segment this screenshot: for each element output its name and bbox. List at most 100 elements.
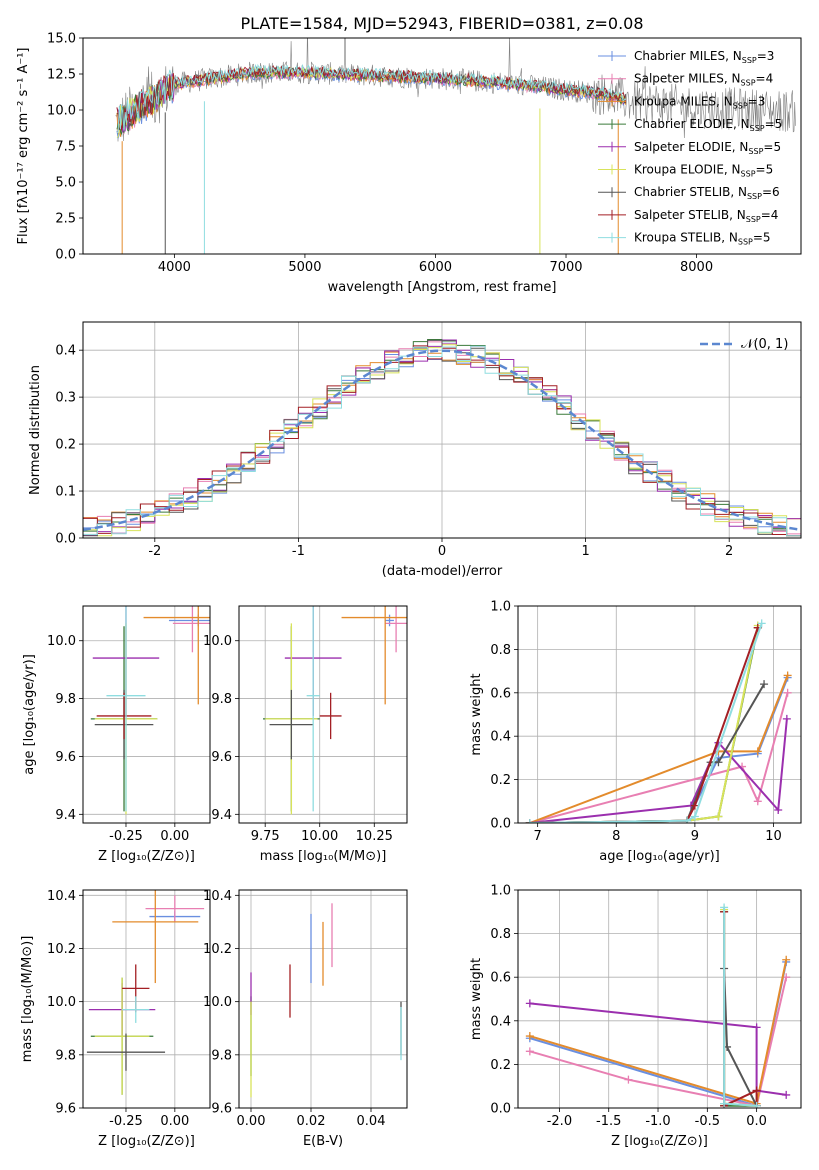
axes-frame [517,605,802,824]
legend-label-tail: =6 [762,185,780,199]
errorbar-kroupa-miles [112,890,199,984]
errorbar-kroupa-elodie [94,977,150,1095]
x-axis-label: (data-model)/error [382,564,503,579]
data-point-marker [624,1075,633,1084]
data-point-marker [690,801,699,810]
x-tick-label: 0.02 [297,1114,326,1129]
mass_vs_ebv-plot-area [250,903,402,1098]
legend-label-tail: =5 [756,163,774,177]
errorbar-kroupa-miles [143,606,210,705]
y-tick-label: 0.2 [490,1058,511,1073]
data-point-marker [525,819,534,823]
y-tick-label: 10.0 [203,995,232,1010]
x-tick-label: 5000 [288,260,321,275]
data-point-marker [720,903,729,912]
axes-frame [238,605,408,824]
x-tick-label: 10.00 [301,829,338,844]
normal-reference-curve [83,349,801,532]
legend-label-main: Chabrier MILES, N [634,49,742,63]
x-tick-label: 0.00 [160,1114,189,1129]
legend-label-tail: =3 [748,94,766,108]
data-point-marker [783,671,792,680]
y-axis-label: Normed distribution [28,365,43,495]
legend-label-tail: =5 [765,117,783,131]
x-tick-label: 10 [765,829,782,844]
legend-label: Salpeter STELIB, NSSP=4 [634,208,778,224]
legend-label: Chabrier ELODIE, NSSP=5 [634,117,782,133]
errorbar-kroupa-stelib [106,606,146,812]
data-point-marker [774,805,783,814]
axes-frame [82,889,211,1109]
residuals-plot-area [83,339,801,538]
data-point-marker [752,1086,761,1095]
y-tick-label: 5.0 [55,176,76,191]
weight_vs_Z-axes: -2.0 -1.5 -1.0 -0.5 0.0 0.0 0.2 0.4 0.6 0.8 1.0 Z [… [469,884,802,1149]
y-tick-label: 10.0 [203,634,232,649]
x-tick-label: -2.0 [547,1114,572,1129]
data-point-marker [752,1101,761,1108]
x-tick-label: 9 [691,829,699,844]
y-tick-label: 12.5 [47,68,76,83]
data-point-marker [525,1047,534,1056]
y-tick-label: 10.0 [47,104,76,119]
x-axis-label: Z [log₁₀(Z/Z⊙)] [98,849,195,864]
mass_vs_Z-axes: -0.25 0.00 9.6 9.8 10.0 10.2 10.4 Z [log₁₀(Z/Z⊙… [20,889,211,1149]
x-tick-label: -1 [292,544,305,559]
series-line-salpeter-miles [529,692,789,823]
data-point-marker [782,1090,791,1099]
legend-label-sub: SSP [750,124,765,133]
y-tick-label: 10.4 [203,889,232,904]
y-tick-label: 0.8 [490,927,511,942]
spectrum-frame-group: 4000 5000 6000 7000 8000 0.0 2.5 5.0 7.5 10.0 12.5… [16,32,802,295]
errorbar-kroupa-stelib [122,996,150,1023]
legend-label: Salpeter ELODIE, NSSP=5 [634,140,781,156]
y-tick-label: 0.0 [55,248,76,263]
weight_vs_age-frame-group: 7 8 9 10 0.0 0.2 0.4 0.6 0.8 1.0 age [log₁₀(age/yr… [469,600,802,864]
y-tick-label: 10.2 [47,942,76,957]
errorbar-chabrier-stelib [269,689,314,760]
y-tick-label: 1.0 [490,884,511,899]
x-tick-label: 0.00 [237,1114,266,1129]
weight_vs_Z-frame-group: -2.0 -1.5 -1.0 -0.5 0.0 0.0 0.2 0.4 0.6 0.8 1.0 Z [… [469,884,802,1149]
y-tick-label: 9.6 [211,1102,232,1117]
data-point-marker [783,688,792,697]
model-spectrum-kroupa-stelib [116,63,626,134]
errorbar-kroupa-stelib [306,606,320,812]
x-tick-label: 1 [581,544,589,559]
x-axis-label: age [log₁₀(age/yr)] [599,849,720,864]
y-tick-label: 10.0 [47,634,76,649]
legend-label-tail: =4 [761,208,779,222]
legend-label-sub: SSP [738,238,753,247]
x-axis-label: E(B-V) [303,1134,343,1149]
y-tick-label: 0.2 [490,773,511,788]
y-tick-label: 0.4 [490,1014,511,1029]
y-axis-label: Flux [fλ10⁻¹⁷ erg cm⁻² s⁻¹ A⁻¹] [16,48,31,245]
x-axis-label: Z [log₁₀(Z/Z⊙)] [611,1134,708,1149]
legend-label-sub: SSP [741,79,756,88]
mass_vs_ebv-axes: 0.00 0.02 0.04 9.6 9.8 10.0 10.2 10.4 E(B-V) [203,889,408,1149]
age_vs_mass-axes: 9.75 10.00 10.25 9.4 9.6 9.8 10.0 mass [log₁₀(M… [203,605,408,864]
x-tick-label: -0.5 [695,1114,720,1129]
y-tick-label: 9.4 [55,808,76,823]
y-tick-label: 9.6 [55,1102,76,1117]
y-tick-label: 9.8 [55,692,76,707]
x-tick-label: 7 [534,829,542,844]
x-tick-label: 0.04 [357,1114,386,1129]
y-tick-label: 0.0 [490,817,511,832]
errorbar-chabrier-stelib [86,1033,166,1071]
mass_vs_Z-frame-group: -0.25 0.00 9.6 9.8 10.0 10.2 10.4 Z [log₁₀(Z/Z⊙… [20,889,211,1149]
y-axis-label: age [log₁₀(age/yr)] [22,654,37,775]
legend-label-main: Chabrier ELODIE, N [634,117,750,131]
data-point-marker [690,812,699,821]
legend-label-sub: SSP [733,101,748,110]
data-point-marker [714,812,723,821]
age_vs_Z-frame-group: -0.25 0.00 9.4 9.6 9.8 10.0 Z [log₁₀(Z/Z⊙)] age… [22,605,211,864]
errorbar-salpeter-miles [385,606,407,653]
x-tick-label: 0.0 [746,1114,767,1129]
legend-label-main: Salpeter MILES, N [634,72,741,86]
legend-label: Chabrier MILES, NSSP=3 [634,49,774,65]
data-point-marker [683,816,692,823]
residuals-axes: -2 -1 0 1 2 0.0 0.1 0.2 0.3 0.4 (data-model)/error… [28,321,802,579]
histogram-kroupa-stelib [83,345,801,538]
